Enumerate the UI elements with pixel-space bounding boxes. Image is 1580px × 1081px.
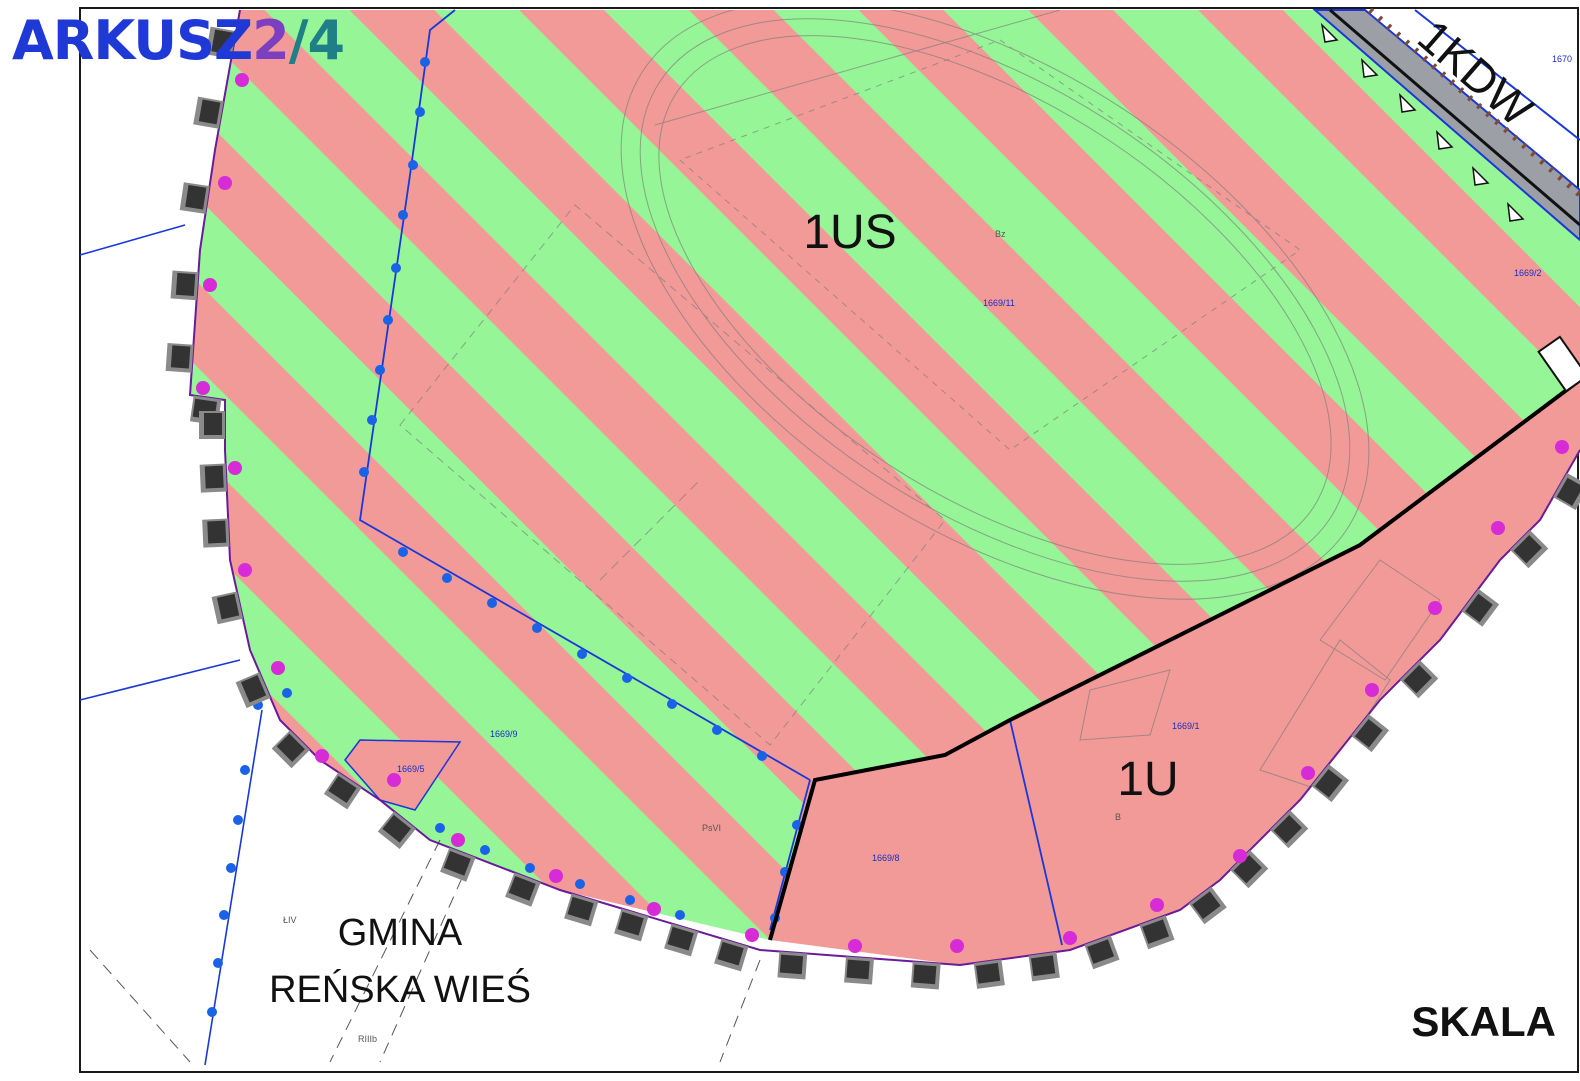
boundary-block: [664, 923, 699, 957]
boundary-block: [714, 938, 749, 972]
parcel-boundaries: [359, 9, 1063, 946]
boundary-block: [614, 908, 649, 942]
road-strip: [1312, 7, 1580, 242]
sheet-title: ARKUSZ2/4: [12, 14, 345, 68]
boundary-block: [1270, 810, 1309, 849]
municipality-label-line2: REŃSKA WIEŚ: [269, 966, 531, 1011]
boundary-block: [202, 518, 230, 548]
boundary-block: [1510, 530, 1549, 569]
zone-1us-area: [190, 10, 1580, 940]
parcel-label: 1669/5: [397, 764, 425, 774]
parcel-label: 1669/2: [1514, 268, 1542, 278]
boundary-block: [1461, 588, 1500, 627]
blue-dot-boundary: [207, 57, 802, 1017]
sheet-number: 2: [252, 9, 290, 72]
boundary-block: [564, 893, 599, 927]
road-edge-triangles: [1320, 22, 1525, 222]
sheet-separator: /: [288, 9, 309, 72]
plan-boundary-line: [188, 9, 1580, 967]
land-class-label: ŁIV: [283, 915, 297, 925]
boundary-block: [973, 959, 1005, 989]
building-outline: [1537, 335, 1580, 393]
boundary-block: [199, 411, 225, 439]
land-class-label: PsVI: [702, 823, 721, 833]
parcel-label: 1670: [1552, 54, 1572, 64]
zone-label-1u: 1U: [1117, 753, 1178, 806]
boundary-block: [1230, 850, 1269, 889]
sheet-total: 4: [307, 9, 345, 72]
land-class-label: Bz: [995, 229, 1006, 239]
boundary-block: [271, 730, 310, 769]
boundary-block: [199, 463, 227, 493]
boundary-block: [1311, 764, 1350, 803]
boundary-block: [1351, 714, 1390, 753]
boundary-block: [179, 182, 210, 214]
land-class-label: B: [1115, 812, 1121, 822]
sheet-title-label: ARKUSZ: [12, 9, 253, 72]
outside-dashed-lines: [89, 839, 761, 1063]
boundary-block: [440, 847, 476, 882]
parcel-1669-5-area: [344, 739, 462, 811]
boundary-block: [1553, 472, 1580, 511]
boundary-magenta-dots: [196, 73, 1569, 953]
boundary-block: [205, 26, 237, 59]
boundary-block: [377, 811, 416, 850]
boundary-block: [1028, 951, 1060, 982]
parcel-label: 1669/9: [490, 729, 518, 739]
zone-division-line: [768, 378, 1580, 941]
boundary-block: [193, 96, 224, 129]
boundary-block: [505, 872, 541, 907]
boundary-block: [844, 956, 874, 985]
boundary-block: [1188, 886, 1227, 925]
boundary-block: [235, 672, 271, 709]
outside-parcel-lines: [79, 224, 263, 1066]
land-class-label: RIIIb: [358, 1034, 377, 1044]
boundary-block: [1400, 660, 1439, 699]
boundary-block: [1084, 935, 1120, 970]
boundary-block: [323, 772, 362, 810]
scale-label: SKALA: [1411, 998, 1556, 1045]
zone-1u-area: [770, 380, 1580, 965]
boundary-block: [170, 270, 199, 301]
zone-label-1us: 1US: [803, 206, 896, 259]
boundary-block: [1139, 915, 1175, 950]
parcel-label: 1669/11: [983, 298, 1015, 308]
boundary-block-markers: [165, 26, 1580, 990]
boundary-block: [910, 961, 941, 990]
boundary-block: [165, 342, 194, 373]
parcel-label: 1669/1: [1172, 721, 1200, 731]
boundary-block: [777, 951, 808, 980]
parcel-label: 1669/8: [872, 853, 900, 863]
municipality-label-line1: GMINA: [338, 912, 463, 954]
base-map-lines: [399, 10, 1441, 791]
boundary-block: [211, 591, 244, 625]
